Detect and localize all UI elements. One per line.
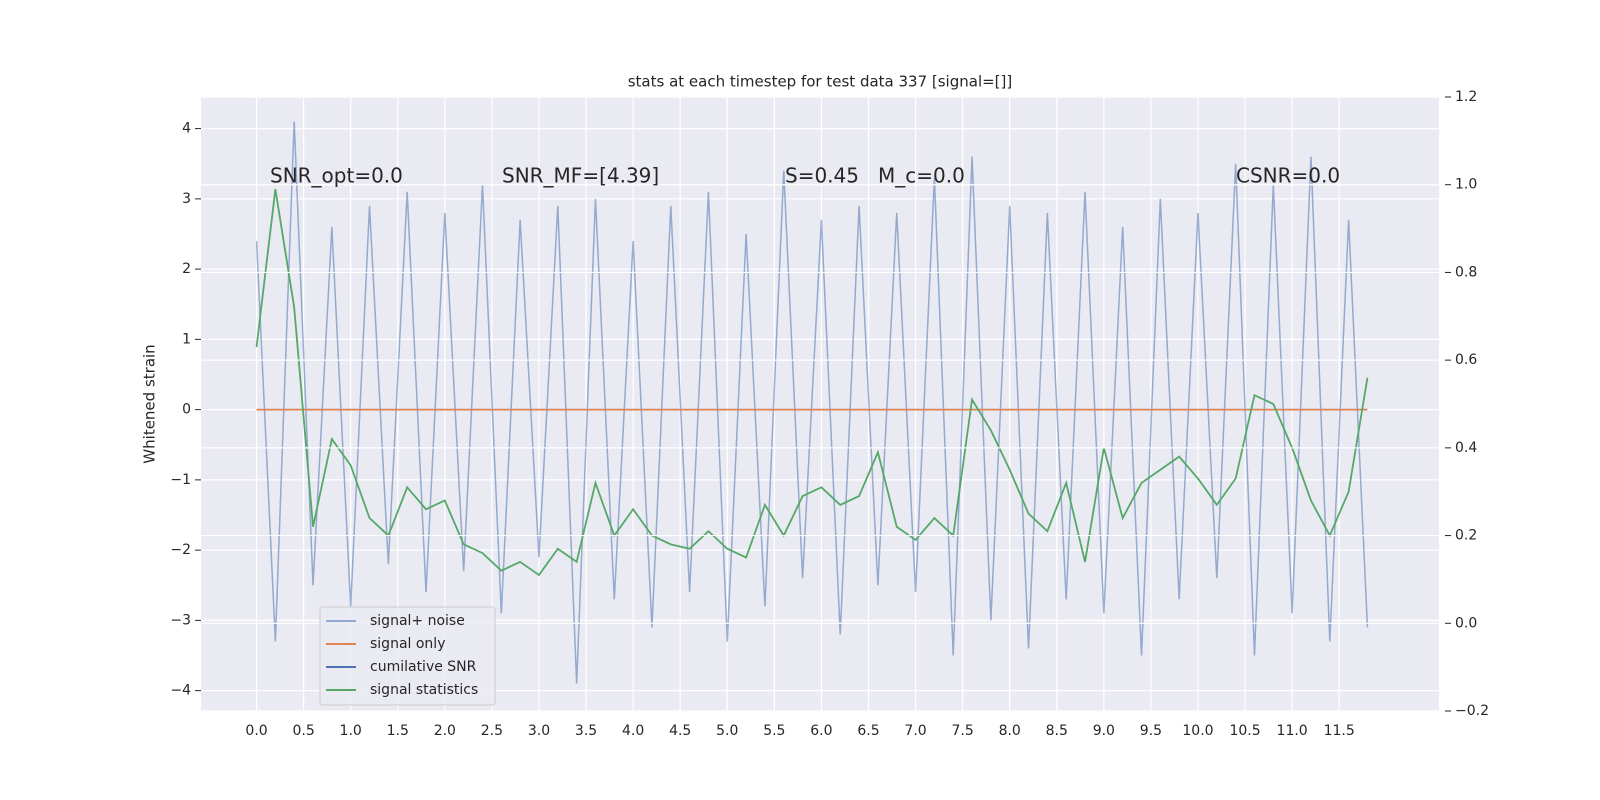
y-tick-label: 4 [182, 121, 191, 137]
x-tick-label: 8.0 [999, 723, 1021, 739]
legend-label: cumilative SNR [370, 659, 477, 675]
x-tick-label: 11.5 [1324, 723, 1355, 739]
x-tick-label: 2.5 [481, 723, 503, 739]
x-tick-label: 7.0 [904, 723, 926, 739]
legend-label: signal statistics [370, 682, 478, 698]
x-tick-label: 9.5 [1140, 723, 1162, 739]
x-tick-label: 11.0 [1277, 723, 1308, 739]
legend-label: signal only [370, 636, 445, 652]
y2-tick-label: 0.8 [1455, 264, 1477, 280]
y-tick-label: 3 [182, 191, 191, 207]
x-tick-label: 1.0 [340, 723, 362, 739]
x-tick-label: 6.0 [810, 723, 832, 739]
x-tick-label: 3.5 [575, 723, 597, 739]
y-tick-label: −3 [170, 612, 191, 628]
x-tick-label: 0.5 [292, 723, 314, 739]
x-tick-label: 8.5 [1046, 723, 1068, 739]
x-tick-label: 6.5 [857, 723, 879, 739]
y2-tick-label: −0.2 [1455, 703, 1489, 719]
y2-tick-label: 0.0 [1455, 615, 1477, 631]
series-line [255, 188, 1369, 577]
y-axis-label: Whitened strain [141, 344, 159, 463]
annotation: M_c=0.0 [878, 164, 965, 188]
annotation: SNR_opt=0.0 [270, 164, 403, 188]
annotation: CSNR=0.0 [1236, 164, 1340, 188]
x-tick-label: 4.0 [622, 723, 644, 739]
y2-tick-label: 0.2 [1455, 528, 1477, 544]
y-tick-label: −4 [170, 683, 191, 699]
y2-tick-label: 0.6 [1455, 352, 1477, 368]
annotation: S=0.45 [785, 164, 859, 188]
x-tick-label: 5.5 [763, 723, 785, 739]
y2-tick-label: 0.4 [1455, 440, 1477, 456]
x-tick-label: 7.5 [951, 723, 973, 739]
x-tick-label: 5.0 [716, 723, 738, 739]
x-tick-label: 10.5 [1229, 723, 1260, 739]
x-tick-label: 2.0 [434, 723, 456, 739]
y2-tick-label: 1.0 [1455, 177, 1477, 193]
x-tick-label: 9.0 [1093, 723, 1115, 739]
legend-box [319, 606, 496, 706]
y-tick-label: −2 [170, 542, 191, 558]
y-tick-label: 1 [182, 331, 191, 347]
series-line [255, 121, 1369, 684]
x-tick-label: 0.0 [245, 723, 267, 739]
y-tick-label: 0 [182, 402, 191, 418]
x-tick-label: 1.5 [387, 723, 409, 739]
annotation: SNR_MF=[4.39] [502, 164, 659, 188]
y-tick-label: −1 [170, 472, 191, 488]
legend-label: signal+ noise [370, 613, 465, 629]
x-tick-label: 10.0 [1182, 723, 1213, 739]
x-tick-label: 4.5 [669, 723, 691, 739]
y2-tick-label: 1.2 [1455, 89, 1477, 105]
chart-title: stats at each timestep for test data 337… [628, 73, 1013, 91]
x-tick-label: 3.0 [528, 723, 550, 739]
y-tick-label: 2 [182, 261, 191, 277]
